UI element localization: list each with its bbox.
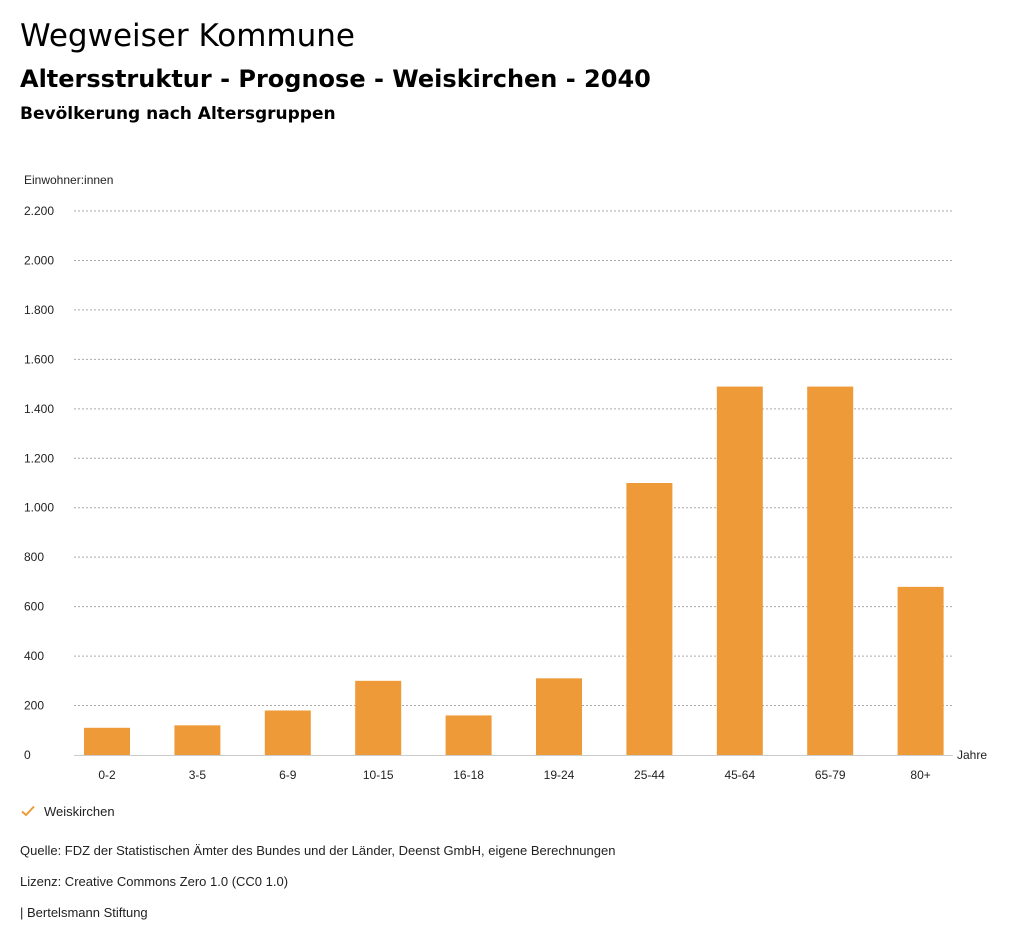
x-tick-label: 25-44: [634, 768, 665, 782]
source-note: Quelle: FDZ der Statistischen Ämter des …: [20, 843, 616, 858]
bar-chart: Einwohner:innen Jahre 0 200 400 600 800 1.000…: [24, 173, 987, 782]
legend-item-weiskirchen[interactable]: Weiskirchen: [20, 803, 115, 819]
y-tick-label: 1.600: [24, 352, 54, 366]
bar-6-9[interactable]: [264, 710, 311, 755]
y-axis-ticks: 0 200 400 600 800 1.000 1.200 1.400 1.600 1.800 2.…: [24, 204, 54, 762]
x-tick-label: 10-15: [363, 768, 394, 782]
bar-16-18[interactable]: [445, 715, 492, 755]
x-tick-label: 3-5: [189, 768, 207, 782]
bar-0-2[interactable]: [84, 727, 130, 755]
x-tick-label: 0-2: [98, 768, 116, 782]
bar-19-24[interactable]: [536, 678, 582, 755]
y-tick-label: 1.200: [24, 451, 54, 465]
x-tick-label: 80+: [910, 768, 930, 782]
x-tick-label: 45-64: [724, 768, 755, 782]
y-tick-label: 1.400: [24, 402, 54, 416]
section-heading: Bevölkerung nach Altersgruppen: [20, 104, 336, 124]
page-title: Wegweiser Kommune: [20, 18, 355, 54]
y-tick-label: 1.800: [24, 303, 54, 317]
y-tick-label: 2.000: [24, 253, 54, 267]
bar-25-44[interactable]: [626, 483, 673, 755]
bars: [84, 386, 944, 755]
bar-80+[interactable]: [897, 586, 944, 755]
y-axis-label: Einwohner:innen: [24, 173, 113, 187]
y-tick-label: 2.200: [24, 204, 54, 218]
x-axis-label: Jahre: [957, 748, 987, 762]
y-tick-label: 400: [24, 649, 44, 663]
x-tick-label: 19-24: [544, 768, 575, 782]
bar-45-64[interactable]: [716, 386, 763, 755]
y-tick-label: 600: [24, 600, 44, 614]
x-tick-label: 16-18: [453, 768, 484, 782]
x-tick-label: 6-9: [279, 768, 297, 782]
publisher-note: | Bertelsmann Stiftung: [20, 905, 148, 920]
x-axis-ticks: 0-2 3-5 6-9 10-15 16-18 19-24 25-44 45-64 65-79 8…: [98, 768, 930, 782]
y-tick-label: 1.000: [24, 501, 54, 515]
x-tick-label: 65-79: [815, 768, 846, 782]
bar-10-15[interactable]: [355, 680, 402, 755]
chart-subtitle: Altersstruktur - Prognose - Weiskirchen …: [20, 65, 651, 93]
grid-lines: [74, 210, 953, 756]
check-icon: [21, 805, 35, 817]
legend-label: Weiskirchen: [44, 803, 115, 819]
bar-3-5[interactable]: [174, 725, 221, 755]
license-note: Lizenz: Creative Commons Zero 1.0 (CC0 1…: [20, 874, 289, 889]
y-tick-label: 0: [24, 748, 31, 762]
y-tick-label: 200: [24, 699, 44, 713]
y-tick-label: 800: [24, 550, 44, 564]
bar-65-79[interactable]: [807, 386, 854, 755]
